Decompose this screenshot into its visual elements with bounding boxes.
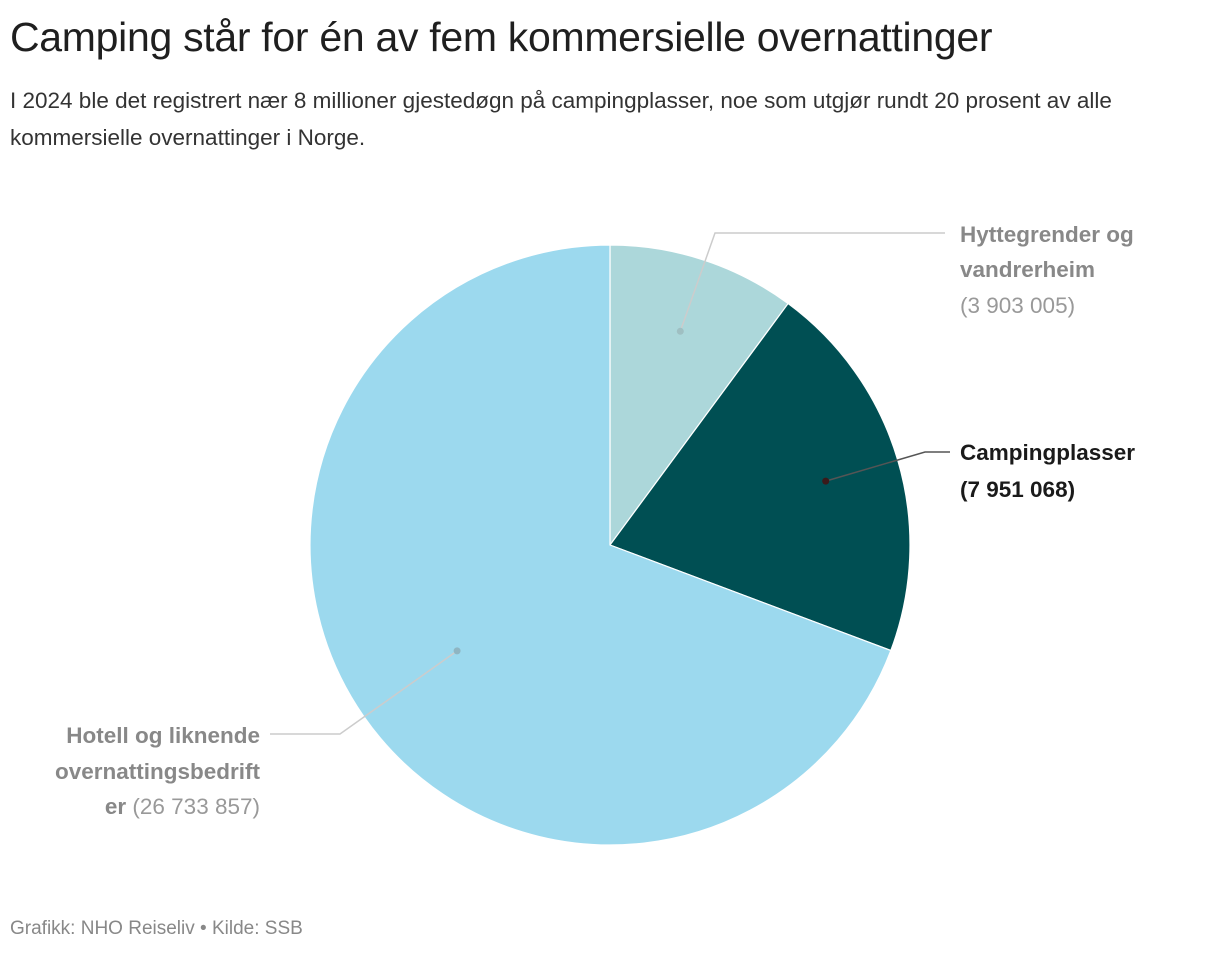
label-hotell-line2: overnattingsbedrift [55,759,261,784]
pie-slice-hytte [609,244,789,547]
leader-camping-line [825,451,950,482]
label-camping-value: (7 951 068) [960,477,1075,502]
chart-subtitle: I 2024 ble det registrert nær 8 millione… [10,88,1112,150]
leader-camping-dot [822,477,830,485]
chart-title: Camping står for én av fem kommersielle … [10,14,993,60]
label-hytte-value: (3 903 005) [960,293,1075,318]
label-hytte: Hyttegrender og vandrerheim (3 903 005) [960,222,1134,318]
label-camping: Campingplasser (7 951 068) [960,440,1135,502]
label-camping-line1: Campingplasser [960,440,1135,465]
pie-slices [309,244,911,846]
leader-hotell-dot [453,647,461,655]
label-hotell-line3: er (26 733 857) [105,794,260,819]
pie-slice-hotell [309,244,892,846]
pie-chart: Hyttegrender og vandrerheim (3 903 005) … [55,222,1135,846]
label-hotell-line3-text: er [105,794,127,819]
leader-hytte-dot [676,327,684,335]
chart-footer: Grafikk: NHO Reiseliv • Kilde: SSB [10,918,303,939]
label-hytte-line2: vandrerheim [960,257,1095,282]
leader-hytte-line [679,232,945,332]
leader-lines [270,232,950,735]
label-hytte-line1: Hyttegrender og [960,222,1134,247]
label-hotell-line1: Hotell og liknende [66,723,260,748]
leader-hotell-line [270,650,458,735]
label-hotell: Hotell og liknende overnattingsbedrift e… [55,723,261,819]
label-hotell-value: (26 733 857) [132,794,260,819]
